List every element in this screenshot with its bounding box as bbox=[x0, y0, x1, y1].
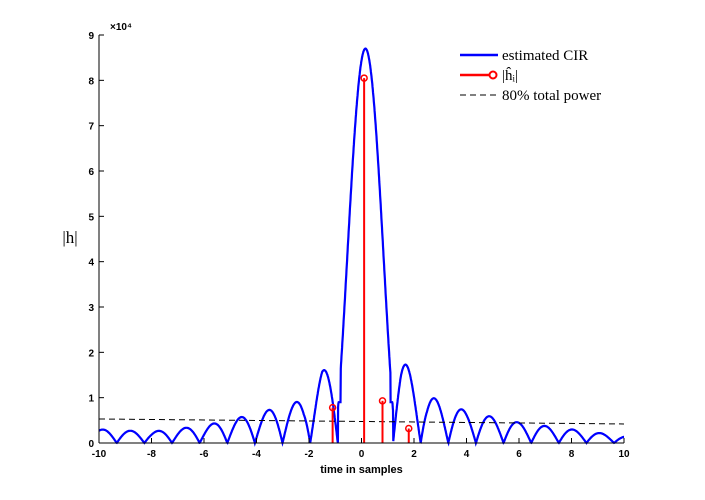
legend: estimated CIR |ĥᵢ| 80% total power bbox=[460, 48, 601, 104]
y-axis-label: |h| bbox=[62, 228, 77, 247]
stem-marker-3 bbox=[405, 424, 413, 433]
x-axis-label: time in samples bbox=[320, 464, 403, 476]
stem-marker-1 bbox=[360, 74, 368, 82]
stem-marker-0 bbox=[328, 403, 337, 412]
plot-area bbox=[98, 47, 625, 447]
x-tick-label: -10 bbox=[92, 449, 107, 460]
y-tick-label: 0 bbox=[88, 439, 94, 450]
legend-label-threshold: 80% total power bbox=[502, 88, 601, 104]
y-tick-label: 5 bbox=[88, 212, 94, 223]
x-tick-label: 6 bbox=[516, 449, 522, 460]
legend-marker-stem bbox=[488, 70, 498, 80]
y-tick-label: 2 bbox=[88, 348, 94, 359]
y-tick-label: 4 bbox=[88, 258, 94, 269]
y-tick-label: 6 bbox=[88, 167, 94, 178]
x-tick-label: -2 bbox=[305, 449, 314, 460]
x-tick-label: 0 bbox=[359, 449, 365, 460]
cir-line bbox=[98, 47, 625, 447]
x-tick-label: 8 bbox=[569, 449, 575, 460]
y-tick-label: 9 bbox=[88, 31, 94, 42]
x-tick-label: -8 bbox=[147, 449, 156, 460]
axes: -10 -8 -6 -4 -2 0 2 4 6 8 10 0 1 2 3 4 5 6 7 8 9 time in samp… bbox=[88, 31, 630, 476]
y-tick-label: 8 bbox=[88, 76, 94, 87]
x-tick-label: 2 bbox=[411, 449, 417, 460]
x-tick-label: 4 bbox=[464, 449, 470, 460]
threshold-line bbox=[98, 418, 625, 425]
y-tick-label: 7 bbox=[88, 122, 94, 133]
x-tick-label: 10 bbox=[618, 449, 630, 460]
y-axis-title: |h| bbox=[62, 228, 77, 247]
y-tick-label: 3 bbox=[88, 303, 94, 314]
x-tick-label: -6 bbox=[200, 449, 209, 460]
x-tick-label: -4 bbox=[252, 449, 261, 460]
y-tick-label: 1 bbox=[88, 394, 94, 405]
y-exponent-label: ×10⁴ bbox=[110, 22, 132, 33]
stem-marker-2 bbox=[378, 397, 387, 405]
legend-label-cir: estimated CIR bbox=[502, 48, 588, 64]
legend-label-stem: |ĥᵢ| bbox=[502, 67, 518, 84]
